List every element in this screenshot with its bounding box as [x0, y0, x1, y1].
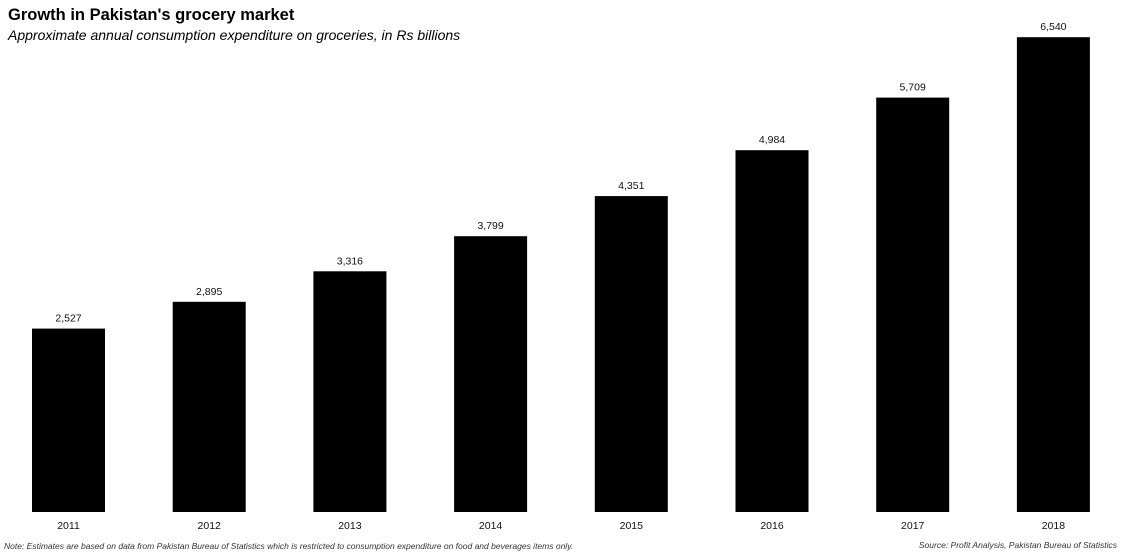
x-tick-label-2013: 2013	[338, 520, 362, 532]
bar-2013	[313, 271, 387, 512]
data-label-2013: 3,316	[337, 255, 363, 267]
x-tick-label-2014: 2014	[479, 520, 503, 532]
data-label-2014: 3,799	[477, 220, 503, 232]
chart-title: Growth in Pakistan's grocery market	[8, 6, 295, 24]
x-tick-label-2018: 2018	[1042, 520, 1066, 532]
chart-subtitle: Approximate annual consumption expenditu…	[8, 27, 461, 43]
bar-2017	[876, 97, 950, 512]
bar-2014	[454, 236, 528, 512]
chart-source: Source: Profit Analysis, Pakistan Bureau…	[918, 540, 1117, 550]
data-label-2018: 6,540	[1040, 21, 1066, 33]
x-tick-label-2016: 2016	[760, 520, 784, 532]
x-tick-label-2017: 2017	[901, 520, 925, 532]
bar-2015	[594, 196, 668, 512]
x-tick-label-2015: 2015	[620, 520, 644, 532]
bar-2016	[735, 150, 809, 512]
bar-2011	[32, 328, 105, 512]
bar-2018	[1016, 37, 1090, 512]
chart-note: Note: Estimates are based on data from P…	[4, 541, 574, 551]
data-label-2012: 2,895	[196, 286, 222, 298]
x-tick-label-2011: 2011	[57, 520, 80, 532]
bar-2012	[172, 301, 246, 512]
data-label-2015: 4,351	[618, 180, 644, 192]
data-label-2011: 2,527	[55, 313, 81, 325]
x-tick-label-2012: 2012	[198, 520, 222, 532]
data-label-2017: 5,709	[900, 82, 926, 94]
data-label-2016: 4,984	[759, 134, 785, 146]
